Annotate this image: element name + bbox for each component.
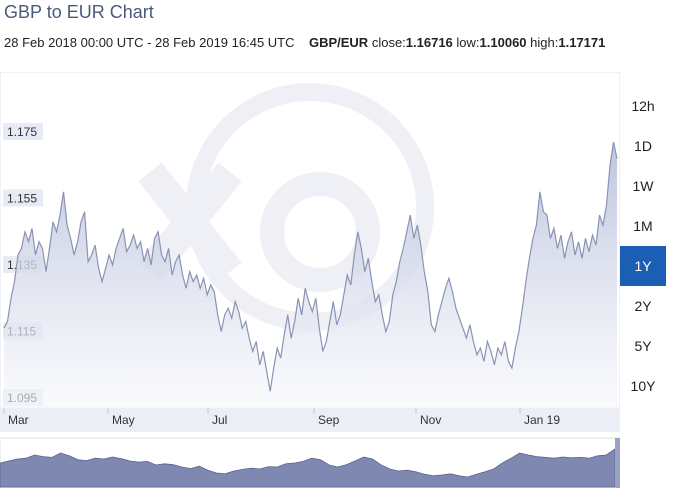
currency-pair: GBP/EUR [308,35,369,50]
range-button-12h[interactable]: 12h [620,86,666,126]
y-tick-label: 1.175 [7,125,37,139]
chart-info-line: 28 Feb 2018 00:00 UTC - 28 Feb 2019 16:4… [4,35,605,50]
x-tick-label: Mar [8,413,29,427]
x-axis-bar [0,408,620,432]
range-button-1m[interactable]: 1M [620,206,666,246]
x-tick-label: Sep [318,413,340,427]
x-tick-label: May [112,413,135,427]
page-title: GBP to EUR Chart [4,2,154,22]
navigator-handle[interactable] [615,438,620,488]
rate-area [4,142,617,408]
range-button-5y[interactable]: 5Y [620,326,666,366]
high-value: 1.17171 [558,35,606,50]
x-tick-label: Jan 19 [524,413,560,427]
close-value: 1.16716 [405,35,453,50]
x-tick-label: Jul [212,413,227,427]
range-button-1w[interactable]: 1W [620,166,666,206]
close-label: close: [371,35,406,50]
y-tick-background [3,189,43,207]
range-button-10y[interactable]: 10Y [620,366,666,406]
navigator-area [0,448,616,488]
range-selector: 12h 1D 1W 1M 1Y 2Y 5Y 10Y [620,86,666,406]
rate-line [3,141,618,392]
x-axis: Mar May Jul Sep Nov Jan 19 [3,408,560,427]
range-button-1y[interactable]: 1Y [620,246,666,286]
y-tick-label: 1.155 [7,192,37,206]
y-tick-background [3,123,43,140]
range-button-2y[interactable]: 2Y [620,286,666,326]
x-tick-label: Nov [420,413,441,427]
date-range: 28 Feb 2018 00:00 UTC - 28 Feb 2019 16:4… [4,35,295,50]
range-button-1d[interactable]: 1D [620,126,666,166]
low-label: low: [456,35,480,50]
low-value: 1.10060 [479,35,527,50]
high-label: high: [530,35,559,50]
